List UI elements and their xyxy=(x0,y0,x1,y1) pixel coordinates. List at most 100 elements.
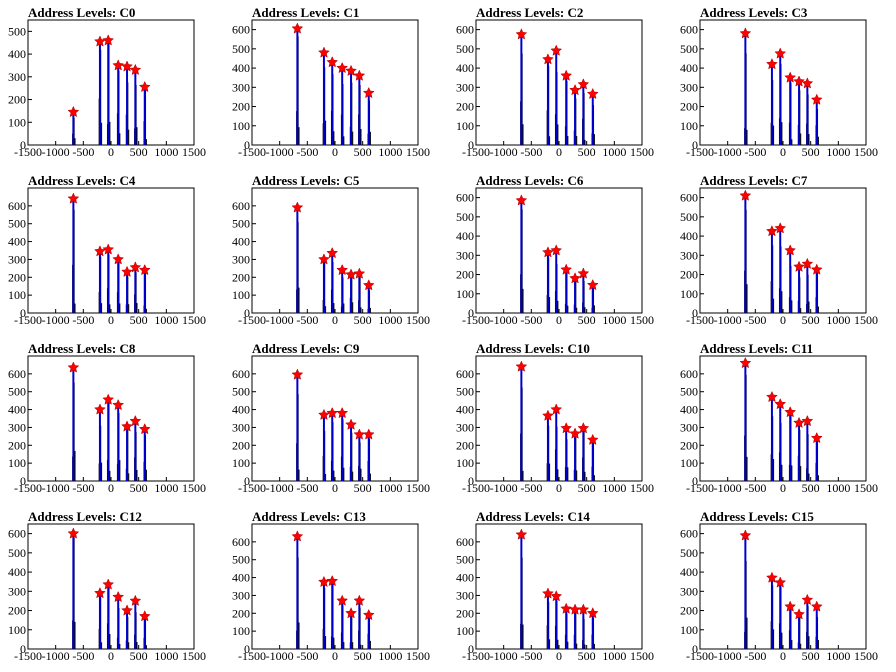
peak-marker xyxy=(784,71,797,83)
x-tick-label: -500 xyxy=(72,145,94,159)
x-tick-label: -1000 xyxy=(714,481,742,495)
panel-10: Address Levels: C10 -1500 -1000 -500 0 500 100… xyxy=(456,341,654,495)
peak-marker xyxy=(362,86,375,99)
peak-marker xyxy=(353,594,366,606)
panel-1: Address Levels: C1-1500 -1000 -500 0 500 1000… xyxy=(232,5,430,159)
peak-marker xyxy=(801,593,814,605)
y-tick-label: 200 xyxy=(456,438,474,452)
peak-marker xyxy=(766,571,778,583)
panel-title: Address Levels: C9 xyxy=(252,341,360,356)
y-tick-label: 500 xyxy=(680,210,698,224)
x-tick-label: 500 xyxy=(802,481,820,495)
y-tick-label: 400 xyxy=(456,61,474,75)
x-tick-label: -1000 xyxy=(42,481,70,495)
y-tick-label: 100 xyxy=(680,287,698,301)
peak-marker xyxy=(94,245,106,257)
y-tick-label: 600 xyxy=(456,191,474,205)
y-tick-label: 500 xyxy=(456,210,474,224)
peak-marker xyxy=(586,278,599,291)
x-tick-label: -1500 xyxy=(462,649,490,663)
panel-15: Address Levels: C15 -1500 -1000 -500 0 500 100… xyxy=(680,509,878,663)
peak-marker xyxy=(577,78,590,90)
y-tick-label: 500 xyxy=(680,42,698,56)
peak-marker xyxy=(291,530,304,542)
x-tick-label: 1000 xyxy=(602,145,626,159)
x-tick-label: -500 xyxy=(296,145,318,159)
y-tick-label: 300 xyxy=(680,248,698,262)
peak-marker xyxy=(774,47,787,59)
x-tick-label: 1500 xyxy=(630,481,654,495)
peak-marker xyxy=(129,261,142,273)
x-tick-label: 1000 xyxy=(602,481,626,495)
x-tick-label: -1000 xyxy=(714,145,742,159)
y-tick-label: 400 xyxy=(232,403,250,417)
x-tick-label: -1000 xyxy=(490,649,518,663)
plot-frame xyxy=(699,187,867,314)
plot-frame xyxy=(475,355,643,482)
peak-marker xyxy=(515,28,528,40)
peak-marker xyxy=(542,53,554,65)
x-tick-label: 1000 xyxy=(378,145,402,159)
peak-marker xyxy=(138,263,151,276)
peak-marker xyxy=(515,194,528,206)
panel-title: Address Levels: C14 xyxy=(476,509,590,524)
y-tick-label: 200 xyxy=(456,100,474,114)
peak-marker xyxy=(336,406,349,419)
x-tick-label: -1000 xyxy=(714,649,742,663)
x-tick-label: 0 xyxy=(332,313,338,327)
x-tick-label: 500 xyxy=(130,145,148,159)
x-tick-label: -500 xyxy=(296,481,318,495)
panel-title: Address Levels: C8 xyxy=(28,341,136,356)
peak-marker xyxy=(793,416,805,428)
peak-marker xyxy=(793,608,805,620)
y-tick-label: 100 xyxy=(8,623,26,637)
peak-marker xyxy=(102,393,115,405)
y-tick-label: 500 xyxy=(456,553,474,567)
panel-2: Address Levels: C2-1500 -1000 -500 0 500 1000… xyxy=(456,5,654,159)
peak-marker xyxy=(102,34,115,46)
x-tick-label: -500 xyxy=(72,313,94,327)
x-tick-label: -1500 xyxy=(238,481,266,495)
peak-marker xyxy=(560,422,573,434)
x-tick-label: -1500 xyxy=(462,145,490,159)
x-tick-label: -500 xyxy=(296,313,318,327)
peak-marker xyxy=(326,574,339,587)
x-tick-label: -1500 xyxy=(686,313,714,327)
plot-frame xyxy=(27,187,195,314)
peak-marker xyxy=(112,253,125,265)
y-tick-label: 400 xyxy=(456,403,474,417)
peak-marker xyxy=(560,602,573,614)
y-tick-label: 500 xyxy=(8,217,26,231)
x-tick-label: -1500 xyxy=(686,145,714,159)
peak-marker xyxy=(801,414,814,427)
x-tick-label: 1500 xyxy=(406,145,430,159)
x-tick-label: -1000 xyxy=(42,313,70,327)
y-tick-label: 300 xyxy=(680,584,698,598)
y-tick-label: 0 xyxy=(20,642,26,656)
x-tick-label: -1500 xyxy=(14,649,42,663)
y-tick-label: 0 xyxy=(468,642,474,656)
x-tick-label: 0 xyxy=(108,649,114,663)
x-tick-label: 1500 xyxy=(182,649,206,663)
y-tick-label: 100 xyxy=(456,624,474,638)
peak-marker xyxy=(345,64,357,76)
panel-12: Address Levels: C12 -1500 -1000 -500 0 500 100… xyxy=(8,509,206,663)
y-tick-label: 100 xyxy=(456,119,474,133)
y-tick-label: 500 xyxy=(8,24,26,38)
y-tick-label: 500 xyxy=(232,42,250,56)
x-tick-label: 1000 xyxy=(602,313,626,327)
x-tick-label: 1000 xyxy=(602,649,626,663)
peak-marker xyxy=(318,253,330,265)
y-tick-label: 100 xyxy=(8,456,26,470)
panel-title: Address Levels: C10 xyxy=(476,341,590,356)
x-tick-label: 500 xyxy=(578,481,596,495)
peak-marker xyxy=(112,59,125,71)
peak-marker xyxy=(362,279,375,291)
panel-title: Address Levels: C15 xyxy=(700,509,814,524)
x-tick-label: 1500 xyxy=(630,145,654,159)
x-tick-label: 0 xyxy=(108,145,114,159)
y-tick-label: 600 xyxy=(680,527,698,541)
x-tick-label: 1500 xyxy=(406,481,430,495)
peak-marker xyxy=(121,420,133,432)
